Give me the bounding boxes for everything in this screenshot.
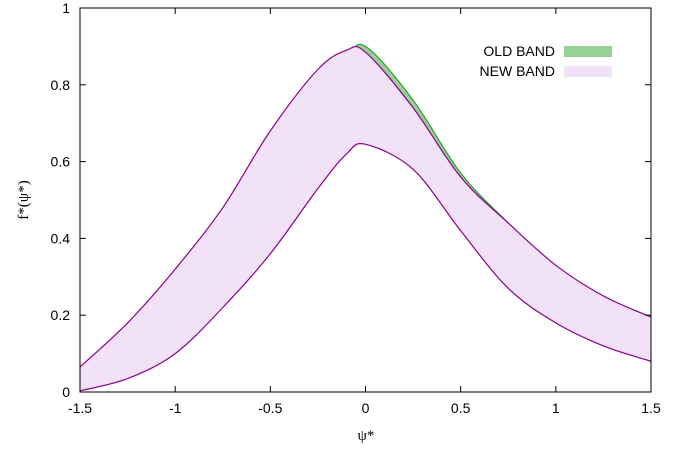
x-tick-label: 1.5 xyxy=(641,400,661,416)
legend-label-new-band: NEW BAND xyxy=(480,63,555,79)
x-tick-label: 1 xyxy=(552,400,560,416)
x-ticks: -1.5 -1 -0.5 0 0.5 1 1.5 xyxy=(68,8,661,416)
y-tick-label: 0.8 xyxy=(51,77,71,93)
y-tick-label: 0.6 xyxy=(51,154,71,170)
legend-swatch-old-band xyxy=(564,46,612,57)
new-band-lower-line xyxy=(79,143,652,392)
y-ticks: 0 0.2 0.4 0.6 0.8 1 xyxy=(51,0,651,400)
y-axis-label: f*(ψ*) xyxy=(16,180,32,219)
new-band-group xyxy=(79,45,652,392)
new-band-fill xyxy=(80,46,651,391)
y-tick-label: 0.2 xyxy=(51,307,71,323)
y-tick-label: 0.4 xyxy=(51,230,71,246)
legend-swatch-new-band xyxy=(564,66,612,77)
x-tick-label: 0 xyxy=(362,400,370,416)
x-axis-label: ψ* xyxy=(358,428,375,444)
x-tick-label: 0.5 xyxy=(451,400,471,416)
legend-label-old-band: OLD BAND xyxy=(483,43,555,59)
legend: OLD BAND NEW BAND xyxy=(480,43,612,79)
y-tick-label: 0 xyxy=(62,384,70,400)
y-tick-label: 1 xyxy=(62,0,70,16)
x-tick-label: -0.5 xyxy=(258,400,282,416)
new-band-upper-line xyxy=(79,45,652,368)
x-tick-label: -1 xyxy=(169,400,182,416)
x-tick-label: -1.5 xyxy=(68,400,92,416)
